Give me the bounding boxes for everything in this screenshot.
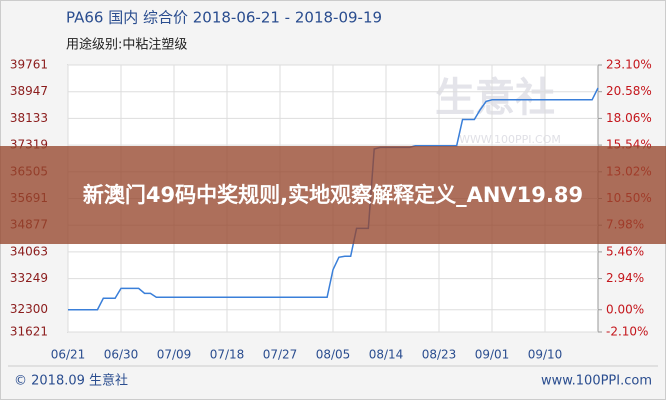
x-tick-label: 08/14 (369, 348, 404, 362)
y2-tick-label: 2.94% (606, 271, 644, 285)
y2-tick-label: -2.10% (606, 325, 648, 339)
chart-title: PA66 国内 综合价 2018-06-21 - 2018-09-19 (66, 9, 382, 27)
y2-tick-label: 23.10% (606, 58, 652, 72)
footer-right: www.100PPI.com (541, 374, 652, 389)
x-tick-label: 07/27 (263, 348, 298, 362)
x-tick-label: 06/21 (51, 348, 86, 362)
watermark-url: WWW.100PPI.COM (459, 133, 561, 146)
y-tick-label: 38133 (10, 111, 48, 125)
y-tick-label: 33249 (10, 271, 48, 285)
y2-tick-label: 20.58% (606, 84, 652, 98)
watermark-brand: 生意社 (435, 75, 555, 121)
price-line (68, 87, 599, 311)
y-tick-label: 31621 (10, 325, 48, 339)
y-tick-label: 39761 (10, 58, 48, 72)
x-tick-label: 07/18 (210, 348, 245, 362)
x-tick-label: 08/05 (316, 348, 351, 362)
chart-subtitle: 用途级别:中粘注塑级 (66, 37, 187, 53)
y2-tick-label: 0.00% (606, 302, 644, 316)
x-tick-label: 09/01 (475, 348, 510, 362)
y-tick-label: 34063 (10, 244, 48, 258)
x-tick-label: 09/10 (528, 348, 563, 362)
overlay-banner: 新澳门49码中奖规则,实地观察解释定义_ANV19.89 (0, 146, 666, 244)
footer-left: © 2018.09 生意社 (14, 373, 128, 389)
x-tick-label: 07/09 (157, 348, 192, 362)
x-tick-label: 06/30 (104, 348, 139, 362)
y-tick-label: 38947 (10, 84, 48, 98)
y2-tick-label: 5.46% (606, 244, 644, 258)
x-tick-label: 08/23 (422, 348, 457, 362)
y-tick-label: 32300 (10, 302, 48, 316)
y2-tick-label: 18.06% (606, 111, 652, 125)
